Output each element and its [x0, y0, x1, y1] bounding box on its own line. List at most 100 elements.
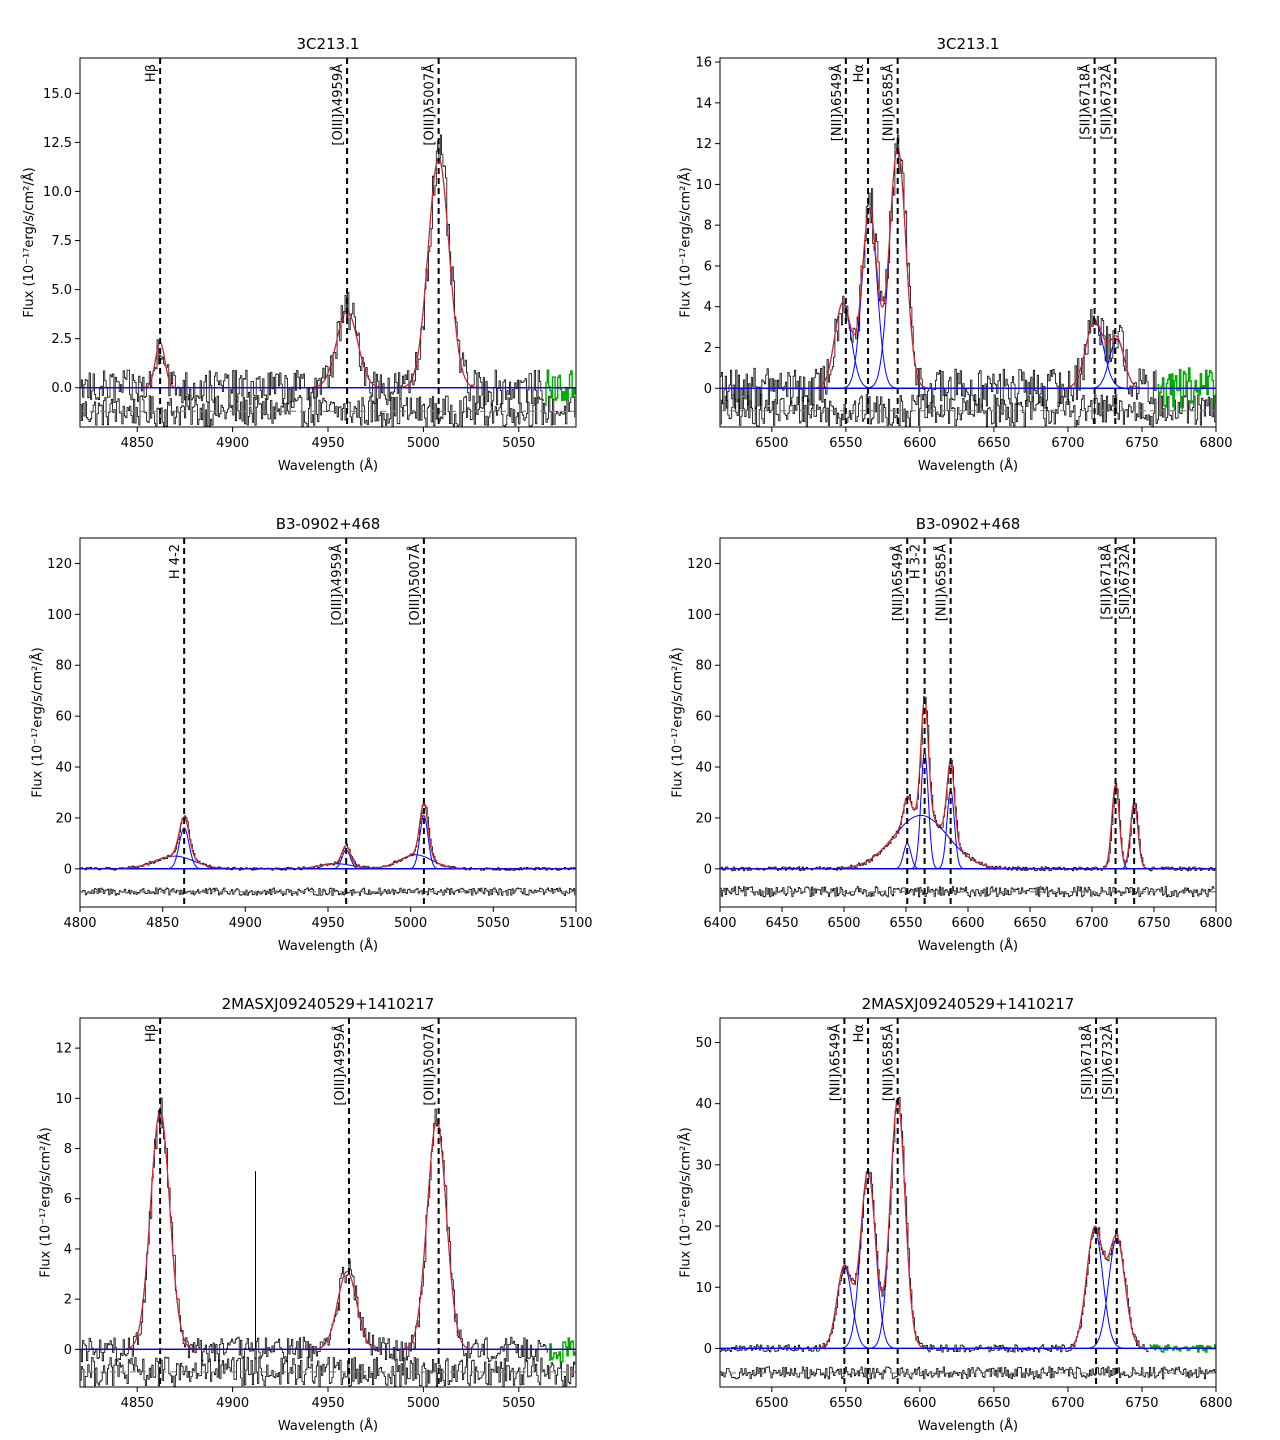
fit-component-5	[720, 338, 1216, 389]
x-tick-label: 4850	[146, 916, 179, 931]
line-label-3: [NII]λ6585Å	[934, 544, 950, 621]
x-tick-label: 4850	[121, 436, 154, 451]
fit-component-3	[80, 849, 576, 870]
observed-spectrum	[720, 696, 1216, 872]
y-tick-label: 6	[64, 1192, 72, 1207]
x-tick-label: 6600	[903, 1396, 936, 1411]
line-label-5: [SII]λ6732Å	[1098, 64, 1114, 140]
masked-spectrum	[548, 1337, 576, 1363]
x-tick-label: 6750	[1125, 1396, 1158, 1411]
y-axis-label: Flux (10⁻¹⁷erg/s/cm²/Å)	[21, 167, 37, 317]
fit-total	[80, 802, 576, 870]
line-label-4: [SII]λ6718Å	[1099, 544, 1115, 620]
x-tick-label: 6650	[977, 1396, 1010, 1411]
y-tick-label: 20	[55, 811, 72, 826]
x-tick-label: 4800	[63, 916, 96, 931]
x-tick-label: 4900	[216, 436, 249, 451]
y-tick-label: 10	[695, 1281, 712, 1296]
y-tick-label: 2.5	[51, 332, 72, 347]
fit-component-5	[720, 1237, 1216, 1349]
observed-spectrum	[80, 134, 544, 406]
y-tick-label: 0	[704, 1342, 712, 1357]
line-label-1: Hβ	[144, 1024, 159, 1042]
line-label-2: Hα	[852, 1024, 867, 1042]
fit-total	[720, 697, 1216, 870]
y-tick-label: 50	[695, 1036, 712, 1051]
y-tick-label: 0	[704, 382, 712, 397]
fit-total	[720, 1099, 1216, 1349]
x-tick-label: 6500	[755, 1396, 788, 1411]
y-tick-label: 20	[695, 1220, 712, 1235]
residual-line	[80, 395, 576, 427]
y-axis-label: Flux (10⁻¹⁷erg/s/cm²/Å)	[678, 1127, 694, 1277]
fit-component-2	[720, 208, 1216, 389]
y-tick-label: 14	[695, 96, 712, 111]
spectrum-panel-1: Hβ [OIII]λ4959Å [OIII]λ5007Å 4850 4900 4950 50…	[21, 35, 577, 474]
panel-title: 2MASXJ09240529+1410217	[222, 995, 435, 1013]
y-tick-label: 120	[47, 557, 72, 572]
x-tick-label: 4900	[216, 1396, 249, 1411]
x-tick-label: 6750	[1137, 916, 1170, 931]
axes-frame	[79, 1017, 577, 1388]
plot-area	[720, 134, 1216, 427]
plot-area	[80, 802, 576, 896]
line-label-2: [OIII]λ4959Å	[330, 64, 346, 146]
line-label-3: [OIII]λ5007Å	[422, 1024, 438, 1106]
observed-spectrum	[720, 134, 1157, 409]
x-tick-label: 4950	[311, 436, 344, 451]
fit-component-4	[720, 320, 1216, 389]
x-axis-label: Wavelength (Å)	[918, 938, 1018, 954]
x-tick-label: 6650	[977, 436, 1010, 451]
y-tick-label: 30	[695, 1158, 712, 1173]
y-tick-label: 12.5	[43, 136, 72, 151]
panel-title: 2MASXJ09240529+1410217	[862, 995, 1075, 1013]
line-label-3: [NII]λ6585Å	[881, 1024, 897, 1101]
line-label-3: [OIII]λ5007Å	[422, 64, 438, 146]
line-label-1: [NII]λ6549Å	[827, 1024, 843, 1101]
y-tick-label: 0.0	[51, 381, 72, 396]
line-label-5: [SII]λ6732Å	[1117, 544, 1133, 620]
y-tick-label: 120	[687, 557, 712, 572]
x-tick-label: 5000	[407, 436, 440, 451]
y-tick-label: 12	[55, 1042, 72, 1057]
x-tick-label: 6700	[1051, 1396, 1084, 1411]
fit-total	[80, 157, 576, 389]
x-tick-label: 6550	[889, 916, 922, 931]
y-axis-label: Flux (10⁻¹⁷erg/s/cm²/Å)	[29, 647, 45, 797]
x-tick-label: 6550	[829, 436, 862, 451]
axes-frame	[719, 537, 1217, 908]
residual-line	[80, 1356, 576, 1387]
x-tick-label: 4850	[121, 1396, 154, 1411]
axes-frame	[719, 57, 1217, 428]
x-tick-label: 6600	[951, 916, 984, 931]
y-tick-label: 8	[704, 219, 712, 234]
x-tick-label: 5050	[502, 1396, 535, 1411]
y-axis-label: Flux (10⁻¹⁷erg/s/cm²/Å)	[678, 167, 694, 317]
plot-area	[720, 1096, 1216, 1380]
fit-component-2	[720, 1170, 1216, 1349]
spectrum-panel-4: [NII]λ6549Å H 3-2 [NII]λ6585Å [SII]λ6718Å [S…	[669, 515, 1232, 954]
x-tick-label: 5000	[394, 916, 427, 931]
y-tick-label: 2	[64, 1293, 72, 1308]
y-tick-label: 16	[695, 56, 712, 71]
x-tick-label: 5050	[502, 436, 535, 451]
axes-frame	[79, 537, 577, 908]
fit-component-6	[80, 854, 576, 870]
fit-total	[80, 1110, 576, 1350]
fit-component-2	[720, 750, 1216, 870]
y-tick-label: 7.5	[51, 234, 72, 249]
y-tick-label: 6	[704, 259, 712, 274]
fit-component-4	[720, 1228, 1216, 1349]
x-tick-label: 6400	[703, 916, 736, 931]
plot-area	[80, 1097, 576, 1387]
spectrum-panel-3: H 4-2 [OIII]λ4959Å [OIII]λ5007Å 4800 4850 490…	[29, 515, 592, 954]
line-label-4: [SII]λ6718Å	[1078, 64, 1094, 140]
x-tick-label: 6800	[1199, 916, 1232, 931]
y-tick-label: 100	[47, 608, 72, 623]
x-axis-label: Wavelength (Å)	[918, 1418, 1018, 1434]
y-tick-label: 15.0	[43, 87, 72, 102]
observed-spectrum	[80, 1097, 548, 1363]
axes-frame	[719, 1017, 1217, 1388]
spectrum-panel-5: Hβ [OIII]λ4959Å [OIII]λ5007Å 4850 4900 4950 50…	[38, 995, 577, 1434]
